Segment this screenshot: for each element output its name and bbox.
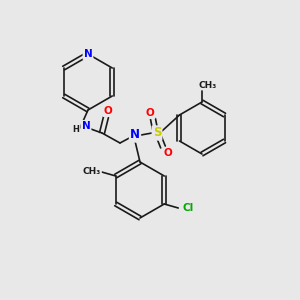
Text: N: N (130, 128, 140, 142)
Text: O: O (103, 106, 112, 116)
Text: N: N (82, 121, 90, 131)
Text: S: S (153, 127, 161, 140)
Text: H: H (73, 125, 80, 134)
Text: CH₃: CH₃ (199, 80, 217, 89)
Text: O: O (164, 148, 172, 158)
Text: N: N (84, 49, 92, 59)
Text: Cl: Cl (183, 203, 194, 213)
Text: O: O (146, 108, 154, 118)
Text: CH₃: CH₃ (82, 167, 101, 176)
